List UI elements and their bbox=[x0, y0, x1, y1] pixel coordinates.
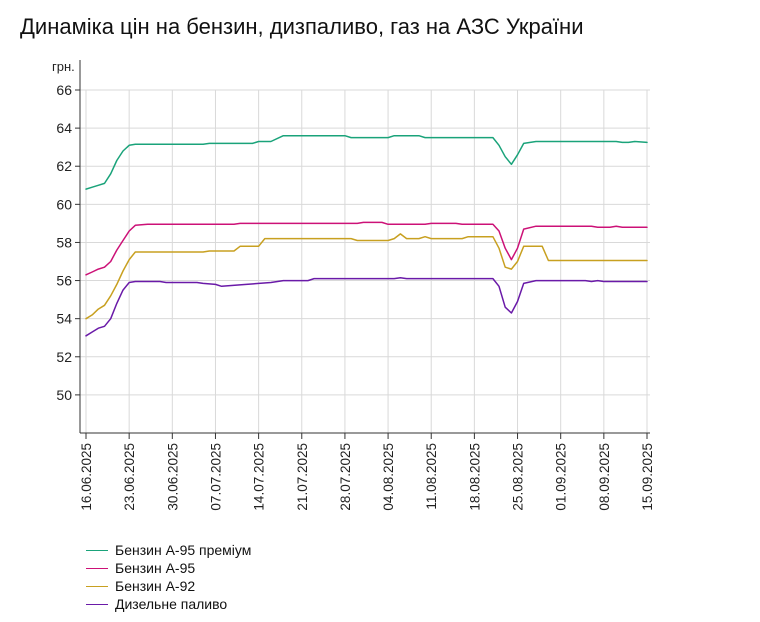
x-tick-label: 23.06.2025 bbox=[122, 443, 137, 511]
x-tick-label: 01.09.2025 bbox=[554, 443, 569, 511]
x-tick-label: 15.09.2025 bbox=[640, 443, 655, 511]
x-tick-label: 21.07.2025 bbox=[295, 443, 310, 511]
grid-lines bbox=[80, 89, 650, 433]
x-tick-label: 04.08.2025 bbox=[381, 443, 396, 511]
legend-swatch bbox=[86, 585, 108, 587]
legend-label: Бензин А-95 преміум bbox=[115, 542, 252, 558]
y-axis-label: грн. bbox=[52, 59, 75, 74]
y-tick-labels: 50 52 54 56 58 60 62 64 66 bbox=[56, 82, 72, 403]
legend-swatch bbox=[86, 603, 108, 605]
x-tick-label: 25.08.2025 bbox=[511, 443, 526, 511]
chart-title: Динаміка цін на бензин, дизпаливо, газ н… bbox=[20, 14, 584, 39]
series-line-1 bbox=[85, 134, 648, 190]
y-tick-label: 62 bbox=[56, 158, 72, 174]
y-tick-label: 52 bbox=[56, 349, 72, 365]
legend-label: Бензин А-92 bbox=[115, 578, 196, 594]
series-line-4 bbox=[85, 276, 648, 337]
x-tick-label: 07.07.2025 bbox=[208, 443, 223, 511]
legend-swatch bbox=[86, 567, 108, 569]
y-tick-label: 54 bbox=[56, 311, 72, 327]
series-line-3 bbox=[85, 233, 648, 320]
y-tick-label: 64 bbox=[56, 120, 72, 136]
x-tick-labels: 16.06.2025 23.06.2025 30.06.2025 07.07.2025… bbox=[79, 443, 655, 511]
legend-item: Дизельне паливо bbox=[86, 595, 251, 613]
legend-item: Бензин А-92 bbox=[86, 577, 251, 595]
x-tick-label: 11.08.2025 bbox=[424, 443, 439, 510]
y-tick-label: 56 bbox=[56, 273, 72, 289]
x-tick-label: 14.07.2025 bbox=[252, 443, 267, 511]
x-tick-label: 28.07.2025 bbox=[338, 443, 353, 511]
legend: Бензин А-95 преміум Бензин А-95 Бензин А-9… bbox=[86, 541, 251, 613]
y-tick-label: 60 bbox=[56, 196, 72, 212]
y-tick-label: 58 bbox=[56, 234, 72, 250]
x-tick-label: 16.06.2025 bbox=[79, 443, 94, 511]
legend-swatch bbox=[86, 549, 108, 551]
x-tick-label: 18.08.2025 bbox=[467, 443, 482, 511]
legend-label: Дизельне паливо bbox=[115, 596, 228, 612]
legend-item: Бензин А-95 bbox=[86, 559, 251, 577]
legend-label: Бензин А-95 bbox=[115, 560, 196, 576]
series-lines bbox=[85, 134, 648, 337]
y-tick-label: 66 bbox=[56, 82, 72, 98]
axes bbox=[75, 60, 650, 439]
x-tick-label: 30.06.2025 bbox=[165, 443, 180, 511]
y-tick-label: 50 bbox=[56, 387, 72, 403]
legend-item: Бензин А-95 преміум bbox=[86, 541, 251, 559]
x-tick-label: 08.09.2025 bbox=[597, 443, 612, 511]
series-line-2 bbox=[85, 221, 648, 276]
